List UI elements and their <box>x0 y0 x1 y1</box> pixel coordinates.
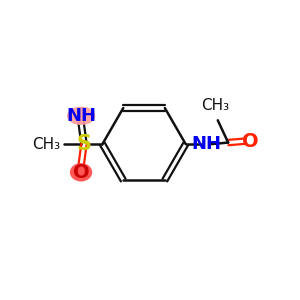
Text: S: S <box>76 134 92 154</box>
Text: NH: NH <box>66 107 96 125</box>
Text: CH₃: CH₃ <box>201 98 229 113</box>
Text: O: O <box>242 132 259 151</box>
Ellipse shape <box>67 106 95 125</box>
Text: CH₃: CH₃ <box>32 136 60 152</box>
Ellipse shape <box>70 163 92 182</box>
Text: NH: NH <box>191 135 221 153</box>
Text: O: O <box>73 163 89 182</box>
